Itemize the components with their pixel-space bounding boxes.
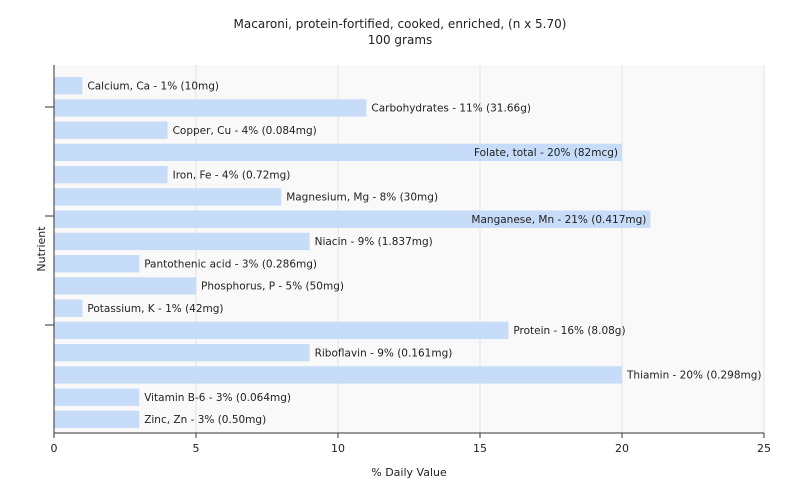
bar-label: Phosphorus, P - 5% (50mg) (201, 281, 344, 293)
bar (54, 344, 310, 362)
x-tick-label: 20 (615, 442, 629, 455)
bar-label: Protein - 16% (8.08g) (513, 325, 625, 337)
bar (54, 321, 509, 340)
x-tick-label: 0 (51, 442, 58, 455)
bar (54, 255, 140, 273)
bar (54, 232, 310, 251)
bar (54, 166, 168, 184)
bar-label: Folate, total - 20% (82mcg) (474, 147, 618, 159)
bar (54, 410, 140, 429)
bar-label: Riboflavin - 9% (0.161mg) (315, 347, 453, 359)
bar-label: Thiamin - 20% (0.298mg) (626, 370, 762, 382)
bar (54, 77, 83, 95)
bar-label: Niacin - 9% (1.837mg) (315, 236, 433, 248)
bar-label: Iron, Fe - 4% (0.72mg) (173, 169, 291, 181)
bar (54, 277, 196, 295)
x-tick-label: 5 (193, 442, 200, 455)
x-tick-label: 25 (757, 442, 771, 455)
bar-label: Potassium, K - 1% (42mg) (87, 303, 223, 315)
bar (54, 99, 367, 117)
chart-subtitle: 100 grams (368, 33, 433, 47)
y-axis-label: Nutrient (35, 226, 48, 272)
bar (54, 210, 651, 228)
bar-label: Manganese, Mn - 21% (0.417mg) (471, 214, 646, 226)
bar (54, 121, 168, 139)
bar (54, 366, 622, 384)
bar-label: Calcium, Ca - 1% (10mg) (87, 80, 219, 92)
x-tick-label: 15 (473, 442, 487, 455)
bar (54, 299, 83, 317)
bar (54, 143, 622, 162)
x-tick-label: 10 (331, 442, 345, 455)
bar (54, 388, 140, 406)
bar-label: Carbohydrates - 11% (31.66g) (371, 103, 531, 115)
bar-label: Copper, Cu - 4% (0.084mg) (173, 125, 317, 137)
chart-title: Macaroni, protein-fortified, cooked, enr… (234, 17, 567, 31)
bar-label: Magnesium, Mg - 8% (30mg) (286, 192, 438, 204)
x-axis-label: % Daily Value (371, 466, 447, 479)
axes: 0 5 10 15 20 25 (45, 65, 771, 455)
bar-label: Zinc, Zn - 3% (0.50mg) (144, 414, 266, 426)
bar-label: Pantothenic acid - 3% (0.286mg) (144, 258, 317, 270)
bars: Calcium, Ca - 1% (10mg) Carbohydrates - 1… (54, 77, 762, 429)
bar (54, 188, 282, 206)
bar-label: Vitamin B-6 - 3% (0.064mg) (144, 392, 291, 404)
